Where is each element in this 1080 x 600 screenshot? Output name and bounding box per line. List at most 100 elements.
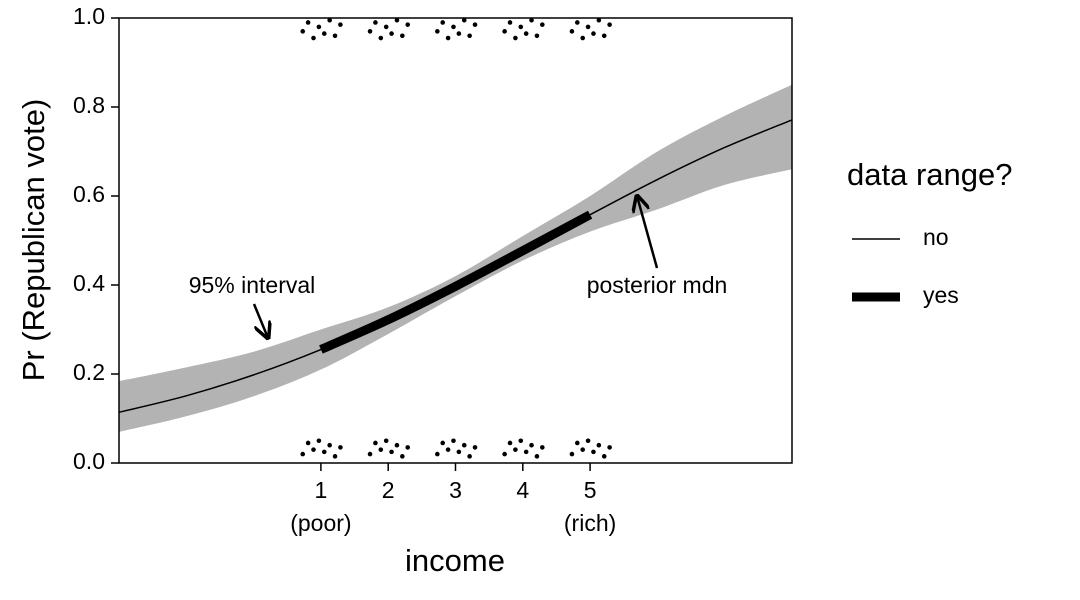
data-point (591, 31, 596, 36)
data-point (332, 454, 338, 459)
data-point (569, 29, 575, 34)
data-point (300, 29, 306, 34)
y-tick-label: 0.2 (73, 359, 105, 385)
x-tick-label: 3 (449, 477, 462, 503)
legend-label: yes (923, 282, 959, 308)
data-point (435, 29, 440, 34)
data-point (461, 442, 467, 448)
data-point (580, 35, 585, 41)
data-point (378, 447, 384, 452)
data-point (461, 17, 467, 23)
data-point (405, 445, 411, 450)
data-point (467, 454, 472, 459)
data-point (327, 17, 332, 23)
annotation: 95% interval (189, 272, 316, 298)
data-point (389, 449, 394, 455)
data-point (540, 22, 545, 27)
data-point (596, 17, 602, 23)
data-point (456, 31, 462, 36)
data-point (575, 20, 580, 25)
data-point (338, 445, 343, 450)
data-point (472, 22, 478, 27)
data-point (440, 440, 446, 446)
data-point (540, 445, 545, 450)
data-point (502, 29, 507, 34)
y-tick-label: 0.0 (73, 448, 105, 474)
data-point (467, 33, 472, 39)
data-point (607, 22, 612, 27)
y-tick-label: 0.8 (73, 92, 105, 118)
data-point (311, 447, 316, 452)
data-point (451, 24, 456, 30)
data-point (367, 451, 373, 457)
x-tick-label: 2 (382, 477, 395, 503)
data-point (405, 22, 411, 27)
data-point (321, 31, 327, 36)
data-point (507, 20, 513, 25)
interval-band (119, 84, 792, 432)
data-point (373, 20, 378, 25)
data-point (327, 442, 332, 448)
data-point (518, 24, 524, 30)
annotation-arrow (252, 303, 268, 338)
data-point (378, 35, 384, 41)
data-point (534, 33, 540, 39)
x-tick-label: 1 (315, 477, 328, 503)
data-point (321, 449, 327, 455)
data-point (596, 442, 602, 448)
data-point (373, 440, 378, 446)
data-point (316, 24, 322, 30)
data-point (523, 449, 529, 455)
annotation: posterior mdn (587, 272, 728, 298)
annotation-arrow (637, 196, 659, 269)
data-point (569, 451, 575, 457)
data-point (440, 20, 446, 25)
data-point (575, 440, 580, 446)
x-tick-label: 5 (584, 477, 597, 503)
legend-label: no (923, 224, 949, 250)
data-point (435, 451, 440, 457)
data-point (338, 22, 343, 27)
data-point (513, 35, 518, 41)
legend-title: data range? (847, 157, 1012, 192)
data-point (445, 35, 451, 41)
data-point (316, 438, 322, 444)
data-point (580, 447, 585, 452)
data-point (400, 454, 405, 459)
y-axis-label: Pr (Republican vote) (16, 99, 51, 382)
data-point (534, 454, 540, 459)
data-point (601, 33, 607, 39)
data-point (394, 442, 400, 448)
data-point (332, 33, 338, 39)
x-tick-sublabel: (poor) (290, 510, 351, 536)
data-point (394, 17, 400, 23)
data-point (585, 24, 591, 30)
data-point (523, 31, 529, 36)
y-tick-label: 1.0 (73, 3, 105, 29)
x-tick-sublabel: (rich) (564, 510, 616, 536)
x-axis-label: income (405, 543, 505, 578)
data-point (300, 451, 306, 457)
data-point (383, 24, 389, 30)
data-point (383, 438, 389, 444)
data-point (389, 31, 394, 36)
data-point (585, 438, 591, 444)
data-point (400, 33, 405, 39)
data-point (456, 449, 462, 455)
data-point (513, 447, 518, 452)
data-point (518, 438, 524, 444)
y-tick-label: 0.4 (73, 270, 105, 296)
y-tick-label: 0.6 (73, 181, 105, 207)
data-point (591, 449, 596, 455)
data-point (472, 445, 478, 450)
data-point (529, 442, 534, 448)
data-point (445, 447, 451, 452)
data-point (601, 454, 607, 459)
data-point (607, 445, 612, 450)
data-point (305, 440, 311, 446)
data-point (529, 17, 534, 23)
x-tick-label: 4 (516, 477, 529, 503)
series-line (319, 210, 593, 354)
data-point (451, 438, 456, 444)
